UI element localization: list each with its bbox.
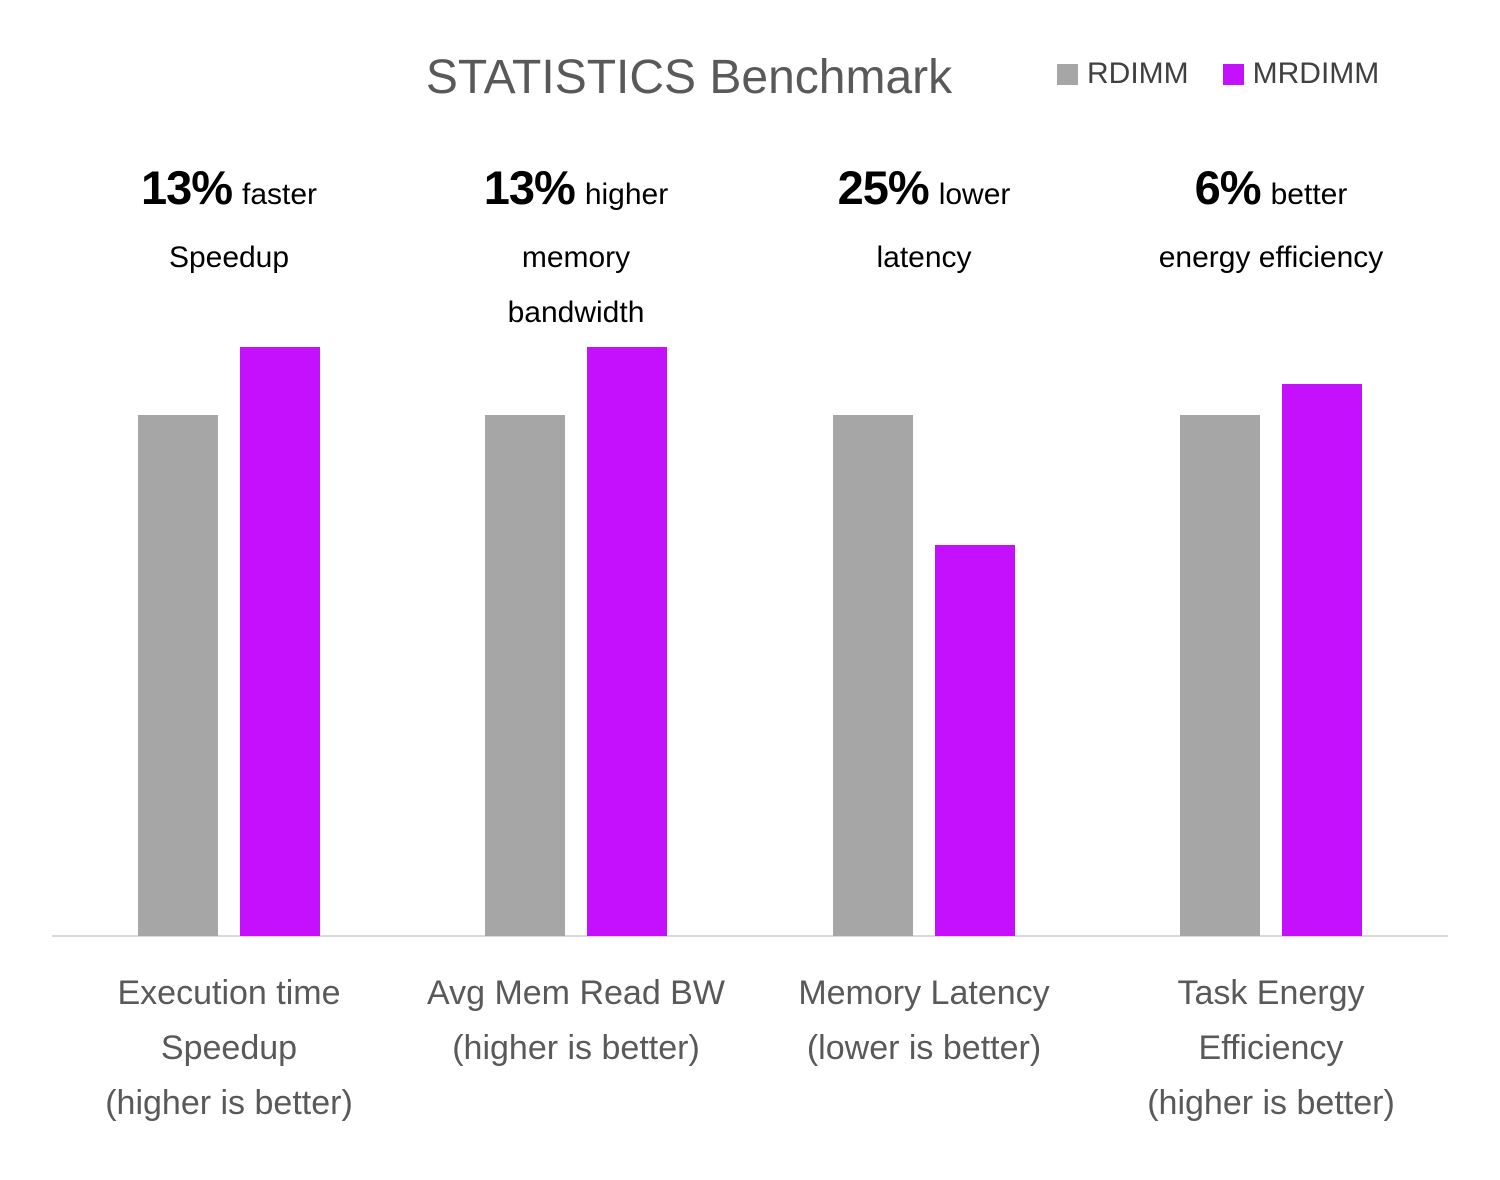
annotation-group-1: 13% faster Speedup xyxy=(44,158,414,285)
category-label-group-3: Memory Latency (lower is better) xyxy=(739,966,1109,1076)
annotation-headline: 13% higher xyxy=(391,158,761,230)
annotation-percent: 6% xyxy=(1194,161,1262,214)
category-label-line: Efficiency xyxy=(1198,1029,1344,1067)
bar-mrdimm-group-1 xyxy=(240,347,320,936)
bar-rdimm-group-4 xyxy=(1180,415,1260,936)
bar-mrdimm-group-4 xyxy=(1282,384,1362,936)
legend-label-rdimm: RDIMM xyxy=(1087,57,1189,90)
category-label-line: Memory Latency xyxy=(798,974,1050,1012)
legend-swatch-mrdimm-icon xyxy=(1222,63,1244,85)
bar-rdimm-group-1 xyxy=(138,415,218,936)
category-label-line: (higher is better) xyxy=(105,1084,353,1122)
annotation-line: latency xyxy=(876,241,972,274)
annotation-headline: 6% better xyxy=(1086,158,1456,230)
category-label-line: (higher is better) xyxy=(1147,1084,1395,1122)
annotation-suffix: higher xyxy=(584,178,669,211)
annotation-line: energy efficiency xyxy=(1158,241,1384,274)
x-axis-line xyxy=(52,935,1448,937)
bar-mrdimm-group-2 xyxy=(587,347,667,936)
annotation-suffix: lower xyxy=(938,178,1011,211)
annotation-percent: 13% xyxy=(483,161,576,214)
legend-label-mrdimm: MRDIMM xyxy=(1252,57,1380,90)
annotation-percent: 13% xyxy=(140,161,233,214)
bar-mrdimm-group-3 xyxy=(935,545,1015,936)
category-label-line: (lower is better) xyxy=(806,1029,1042,1067)
annotation-group-4: 6% better energy efficiency xyxy=(1086,158,1456,285)
chart-legend: RDIMM MRDIMM xyxy=(1057,57,1379,91)
annotation-suffix: faster xyxy=(242,178,318,211)
category-label-line: Avg Mem Read BW xyxy=(427,974,725,1012)
annotation-line: Speedup xyxy=(168,241,290,274)
legend-item-rdimm: RDIMM xyxy=(1057,57,1189,91)
legend-swatch-rdimm-icon xyxy=(1057,63,1078,85)
bar-rdimm-group-3 xyxy=(833,415,913,936)
chart-title: STATISTICS Benchmark xyxy=(425,51,953,104)
category-label-line: (higher is better) xyxy=(452,1029,700,1067)
category-label-line: Speedup xyxy=(160,1029,298,1067)
annotation-line: bandwidth xyxy=(507,296,645,329)
bar-rdimm-group-2 xyxy=(485,415,565,936)
annotation-group-2: 13% higher memory bandwidth xyxy=(391,158,761,340)
category-label-group-1: Execution time Speedup (higher is better) xyxy=(44,966,414,1131)
category-label-group-4: Task Energy Efficiency (higher is better) xyxy=(1086,966,1456,1131)
annotation-percent: 25% xyxy=(837,161,930,214)
annotation-group-3: 25% lower latency xyxy=(739,158,1109,285)
annotation-headline: 25% lower xyxy=(739,158,1109,230)
annotation-headline: 13% faster xyxy=(44,158,414,230)
annotation-suffix: better xyxy=(1270,178,1348,211)
category-label-group-2: Avg Mem Read BW (higher is better) xyxy=(391,966,761,1076)
annotation-line: memory xyxy=(521,241,631,274)
legend-item-mrdimm: MRDIMM xyxy=(1222,57,1380,91)
category-label-line: Execution time xyxy=(117,974,341,1012)
category-label-line: Task Energy xyxy=(1177,974,1365,1012)
